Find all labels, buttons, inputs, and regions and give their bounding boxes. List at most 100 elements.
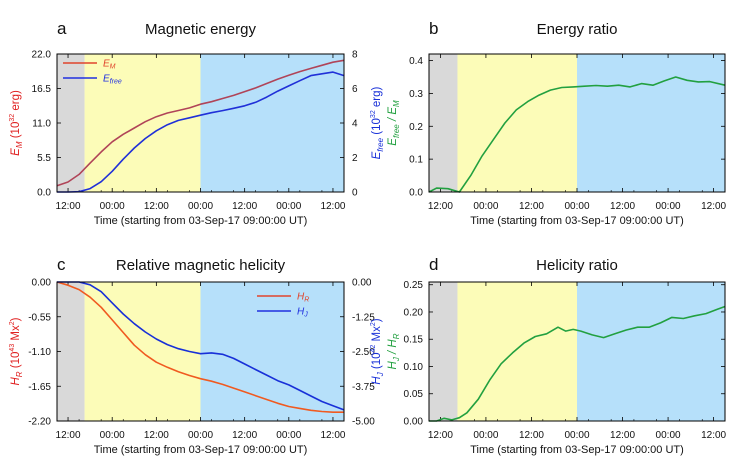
phase-band xyxy=(457,282,577,421)
y-tick-label: -1.65 xyxy=(28,382,51,393)
x-axis-label: Time (starting from 03-Sep-17 09:00:00 U… xyxy=(470,215,684,227)
x-tick-label: 00:00 xyxy=(656,430,681,441)
series-line xyxy=(57,71,345,193)
chart-title: Magnetic energy xyxy=(145,21,256,38)
x-axis-label: Time (starting from 03-Sep-17 09:00:00 U… xyxy=(94,444,308,456)
y-tick-label: 0.0 xyxy=(37,188,51,199)
x-tick-label: 00:00 xyxy=(100,201,125,212)
x-tick-label: 12:00 xyxy=(232,430,257,441)
y-tick-label-right: -1.25 xyxy=(352,312,375,323)
phase-band xyxy=(200,54,344,192)
phase-band xyxy=(57,282,85,421)
y-tick-label: 0.4 xyxy=(409,56,423,67)
phase-band xyxy=(457,54,577,192)
plot-frame xyxy=(56,53,345,193)
y-tick-label: -1.10 xyxy=(28,347,51,358)
y-axis-label-right: HJ (1042 Mx2) xyxy=(370,318,385,384)
y-tick-label-right: 0.00 xyxy=(352,278,372,289)
panel-letter: b xyxy=(429,19,438,38)
chart-title: Relative magnetic helicity xyxy=(116,257,286,274)
panel-letter: a xyxy=(57,19,67,38)
phase-band xyxy=(429,54,458,192)
y-tick-label: 0.3 xyxy=(409,89,423,100)
x-tick-label: 12:00 xyxy=(232,201,257,212)
x-tick-label: 00:00 xyxy=(473,201,498,212)
x-tick-label: 12:00 xyxy=(320,201,345,212)
series-line xyxy=(56,59,345,187)
y-tick-label: 16.5 xyxy=(32,84,52,95)
x-tick-label: 00:00 xyxy=(100,430,125,441)
panel-c: c Relative magnetic helicity 12:00 00:00 12:… xyxy=(9,255,385,456)
phase-band xyxy=(577,282,725,421)
legend-label: EM xyxy=(103,59,116,71)
x-tick-label: 12:00 xyxy=(519,201,544,212)
y-tick-label: 0.05 xyxy=(404,389,424,400)
x-tick-label: 12:00 xyxy=(610,430,635,441)
phase-band xyxy=(577,54,725,192)
y-tick-label-right: 0 xyxy=(352,188,358,199)
x-tick-label: 00:00 xyxy=(188,430,213,441)
y-axis-label-right: Efree (1032 erg) xyxy=(370,86,385,159)
y-axis-label: HJ / HR xyxy=(387,333,401,369)
x-tick-label: 00:00 xyxy=(656,201,681,212)
y-tick-label-right: -3.75 xyxy=(352,382,375,393)
y-tick-label: 0.00 xyxy=(404,417,424,428)
series-line xyxy=(56,281,344,414)
plot-frame xyxy=(56,281,345,422)
x-tick-label: 12:00 xyxy=(144,430,169,441)
y-tick-label: 0.0 xyxy=(409,188,423,199)
x-tick-label: 12:00 xyxy=(428,201,453,212)
panel-d: d Helicity ratio 12:00 00:00 12:00 00:00 12:00… xyxy=(387,255,727,456)
x-tick-label: 00:00 xyxy=(473,430,498,441)
x-tick-label: 12:00 xyxy=(428,430,453,441)
x-tick-label: 12:00 xyxy=(701,201,726,212)
y-tick-label: 0.2 xyxy=(409,122,423,133)
plot-frame xyxy=(428,281,726,422)
y-tick-label: 0.15 xyxy=(404,335,424,346)
x-tick-label: 00:00 xyxy=(276,430,301,441)
legend-label: Efree xyxy=(103,74,122,86)
series-line xyxy=(57,281,345,411)
legend-label: HJ xyxy=(297,307,308,319)
series-line xyxy=(428,76,726,193)
y-tick-label: 0.1 xyxy=(409,155,423,166)
x-tick-label: 00:00 xyxy=(276,201,301,212)
x-tick-label: 12:00 xyxy=(320,430,345,441)
y-tick-label: 11.0 xyxy=(32,119,51,130)
panel-letter: c xyxy=(57,255,66,274)
y-tick-label: 0.00 xyxy=(32,278,52,289)
panel-b: b Energy ratio 12:00 00:00 12:00 00:00 12:00 00… xyxy=(387,19,727,227)
y-tick-label-right: 4 xyxy=(352,119,358,130)
series-line xyxy=(429,305,726,422)
y-tick-label: 0.25 xyxy=(404,280,424,291)
x-tick-label: 12:00 xyxy=(701,430,726,441)
plot-frame xyxy=(428,53,726,193)
x-axis-label: Time (starting from 03-Sep-17 09:00:00 U… xyxy=(470,444,684,456)
phase-band xyxy=(200,282,344,421)
y-tick-label-right: -5.00 xyxy=(352,417,375,428)
legend-label: HR xyxy=(297,292,309,304)
x-tick-label: 00:00 xyxy=(188,201,213,212)
x-tick-label: 12:00 xyxy=(56,430,81,441)
x-axis-label: Time (starting from 03-Sep-17 09:00:00 U… xyxy=(94,215,308,227)
y-tick-label-right: 8 xyxy=(352,50,358,61)
y-tick-label: -2.20 xyxy=(28,417,51,428)
y-tick-label: -0.55 xyxy=(28,312,51,323)
y-tick-label: 0.10 xyxy=(404,362,424,373)
x-tick-label: 12:00 xyxy=(519,430,544,441)
y-tick-label: 5.5 xyxy=(37,153,51,164)
y-tick-label: 22.0 xyxy=(32,50,52,61)
x-tick-label: 00:00 xyxy=(564,430,589,441)
phase-band xyxy=(429,282,458,421)
x-tick-label: 12:00 xyxy=(56,201,81,212)
y-axis-label: HR (1043 Mx2) xyxy=(9,317,24,385)
x-tick-label: 00:00 xyxy=(564,201,589,212)
y-axis-label: Efree / EM xyxy=(387,100,401,146)
y-axis-label: EM (1032 erg) xyxy=(9,90,24,156)
y-tick-label: 0.20 xyxy=(404,307,424,318)
panel-a: a Magnetic energy 12:00 00:00 12:00 00:00 12:0… xyxy=(9,19,385,227)
y-tick-label-right: 2 xyxy=(352,153,358,164)
chart-title: Helicity ratio xyxy=(536,257,618,274)
y-tick-label-right: 6 xyxy=(352,84,358,95)
